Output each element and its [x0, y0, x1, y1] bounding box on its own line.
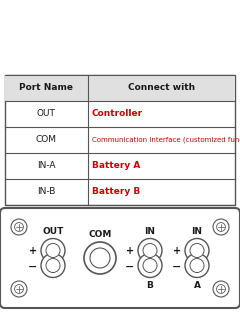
Text: B: B	[147, 282, 153, 291]
Circle shape	[41, 239, 65, 263]
Text: −: −	[28, 262, 37, 271]
Circle shape	[11, 219, 27, 235]
Text: IN-B: IN-B	[37, 188, 56, 196]
Text: +: +	[29, 245, 37, 256]
Circle shape	[90, 248, 110, 268]
Text: Port Name: Port Name	[19, 84, 73, 92]
FancyBboxPatch shape	[0, 208, 240, 308]
Circle shape	[213, 281, 229, 297]
Circle shape	[185, 239, 209, 263]
Circle shape	[138, 254, 162, 277]
Circle shape	[46, 243, 60, 258]
Circle shape	[15, 223, 23, 231]
Bar	[5, 75, 235, 101]
Circle shape	[41, 254, 65, 277]
Circle shape	[190, 259, 204, 272]
Circle shape	[213, 219, 229, 235]
Text: OUT: OUT	[42, 226, 64, 236]
Text: Battery A: Battery A	[92, 162, 140, 170]
Text: Communication interface (customized function): Communication interface (customized func…	[92, 137, 240, 143]
Circle shape	[216, 223, 225, 231]
Circle shape	[185, 254, 209, 277]
Bar	[5, 75, 235, 205]
Text: Connect with: Connect with	[128, 84, 195, 92]
Text: −: −	[125, 262, 134, 271]
Circle shape	[84, 242, 116, 274]
Text: COM: COM	[36, 136, 57, 144]
Circle shape	[143, 259, 157, 272]
Text: IN-A: IN-A	[37, 162, 56, 170]
Text: −: −	[172, 262, 181, 271]
Circle shape	[15, 285, 23, 293]
Circle shape	[143, 243, 157, 258]
Circle shape	[11, 281, 27, 297]
Text: Battery B: Battery B	[92, 188, 140, 196]
Text: +: +	[126, 245, 134, 256]
Text: A: A	[193, 282, 200, 291]
Circle shape	[138, 239, 162, 263]
Circle shape	[46, 259, 60, 272]
Text: IN: IN	[192, 226, 203, 236]
Text: Controller: Controller	[92, 110, 143, 118]
Circle shape	[216, 285, 225, 293]
Text: OUT: OUT	[37, 110, 56, 118]
Text: IN: IN	[144, 226, 156, 236]
Text: COM: COM	[88, 230, 112, 239]
Text: +: +	[173, 245, 181, 256]
Circle shape	[190, 243, 204, 258]
